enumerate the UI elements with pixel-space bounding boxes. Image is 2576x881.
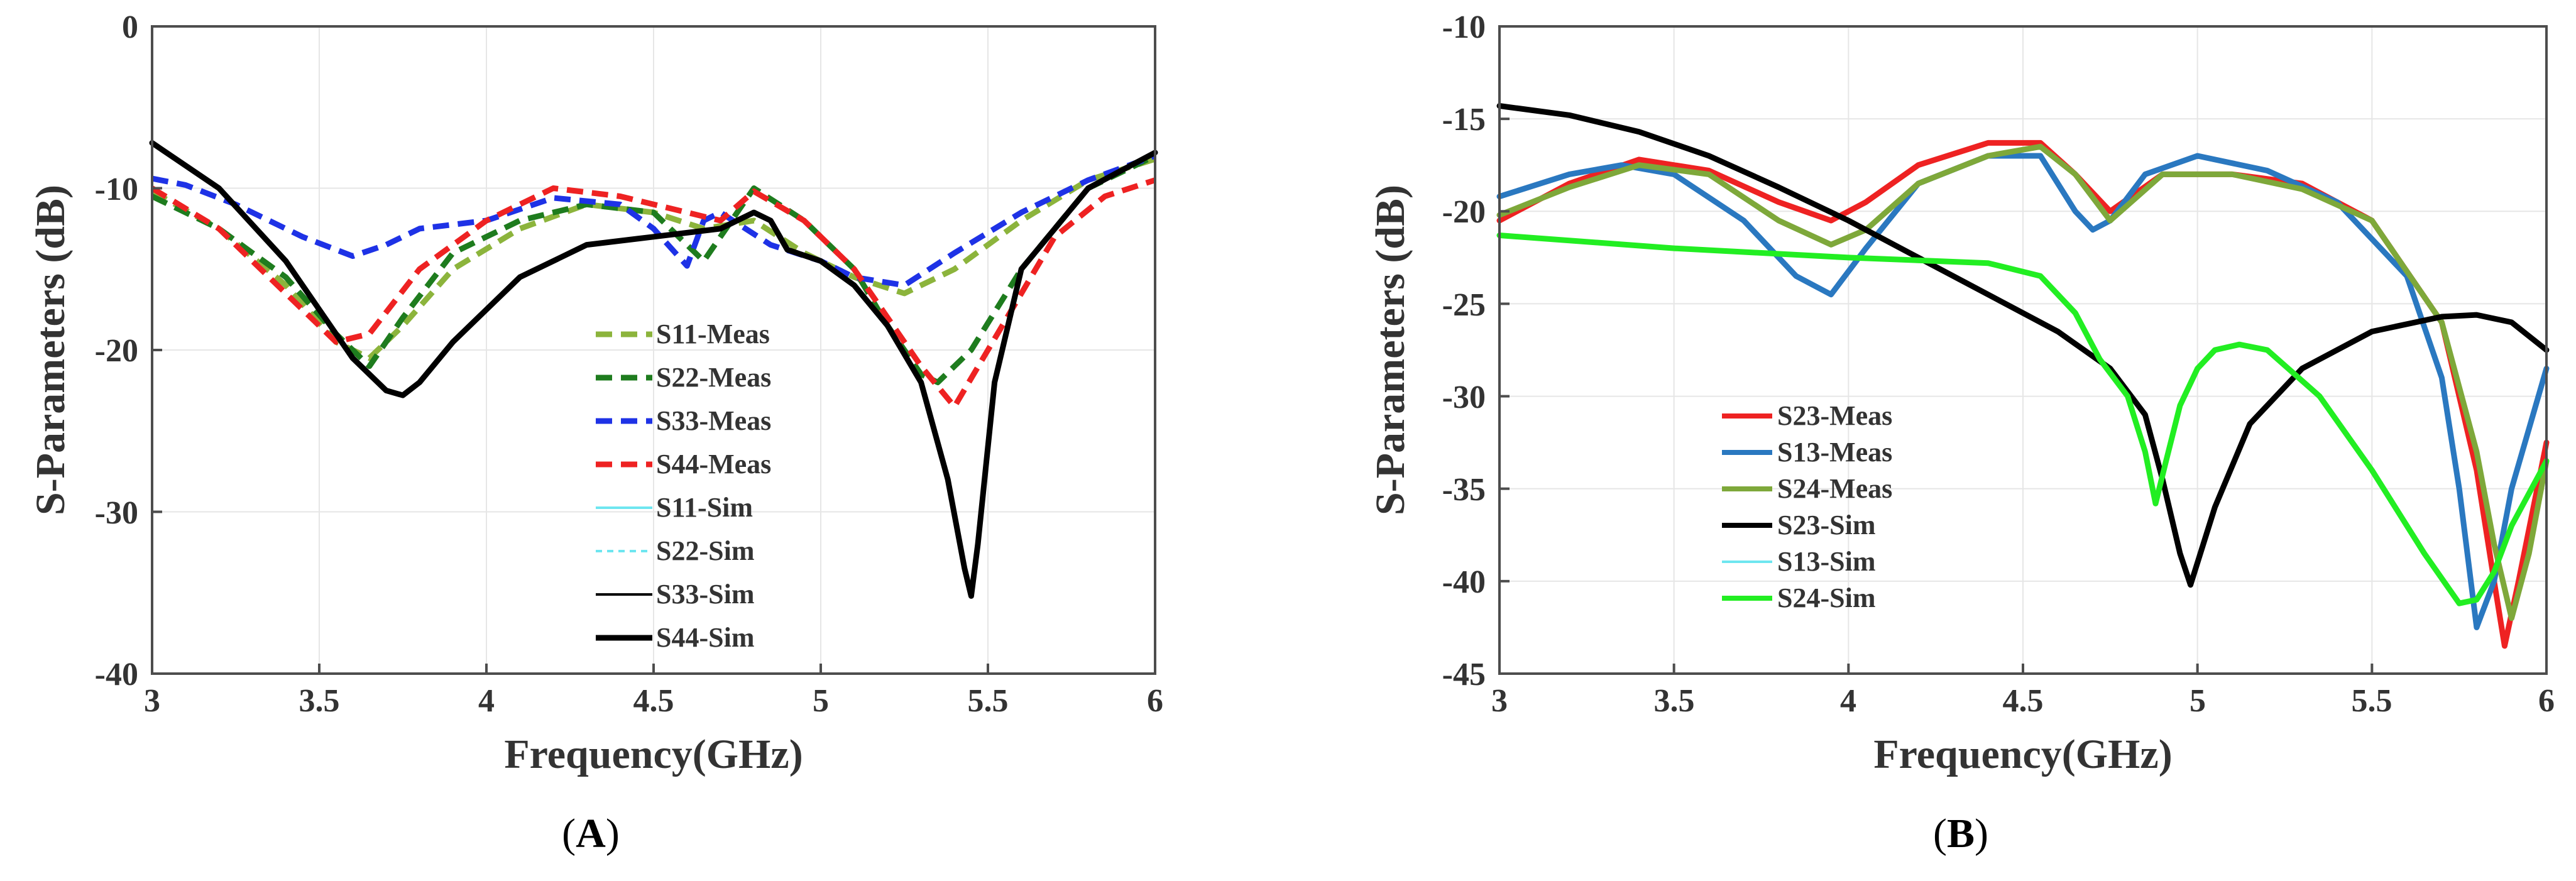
chart-a-xtick-0: 3 — [144, 683, 160, 719]
panel-a-letter: A — [576, 811, 606, 856]
series-b-s24-sim — [1496, 233, 2550, 606]
chart-b-ytick-2: -20 — [1442, 194, 1486, 230]
chart-a-ytick-3: -30 — [95, 495, 138, 531]
legend-a-label-s22-meas: S22-Meas — [656, 362, 771, 393]
legend-b-label-s23-sim: S23-Sim — [1777, 510, 1875, 540]
chart-a-ytick-2: -20 — [95, 333, 138, 369]
legend-a-label-s33-meas: S33-Meas — [656, 405, 771, 436]
legend-b-label-s24-sim: S24-Sim — [1777, 583, 1875, 613]
series-b-s13-meas — [1496, 153, 2550, 630]
chart-b-ylabel: S-Parameters (dB) — [1367, 185, 1413, 515]
legend-b-label-s13-meas: S13-Meas — [1777, 437, 1892, 468]
legend-a-label-s44-meas: S44-Meas — [656, 449, 771, 479]
series-a-s44-meas — [150, 177, 1156, 410]
chart-b-ytick-0: -10 — [1442, 9, 1486, 45]
chart-b-ytick-4: -30 — [1442, 380, 1486, 415]
chart-b-ytick-5: -35 — [1442, 472, 1486, 508]
panel-a-caption: (A) — [562, 811, 620, 856]
chart-b-ticks — [1498, 25, 2548, 675]
chart-a-series — [149, 140, 1158, 599]
legend-b-label-s13-sim: S13-Sim — [1777, 546, 1875, 577]
chart-a-xtick-6: 6 — [1147, 683, 1163, 719]
chart-a-xtick-3: 4.5 — [633, 683, 674, 719]
series-b-s24-meas — [1496, 143, 2550, 621]
chart-a-xtick-2: 4 — [478, 683, 495, 719]
chart-b: -10 -15 -20 -25 -30 -35 -40 -45 3 3.5 4 … — [1367, 9, 2555, 856]
chart-b-series — [1496, 103, 2550, 649]
chart-a-ticks — [151, 25, 1156, 675]
series-a-s44-sim — [149, 140, 1158, 599]
chart-a-xtick-5: 5.5 — [968, 683, 1009, 719]
chart-b-xtick-0: 3 — [1491, 683, 1508, 719]
chart-b-ytick-6: -40 — [1442, 564, 1486, 600]
chart-a-xtick-1: 3.5 — [299, 683, 340, 719]
series-a-s33-meas — [151, 153, 1156, 288]
chart-a-ytick-4: -40 — [95, 657, 138, 692]
chart-b-ytick-7: -45 — [1442, 657, 1486, 692]
legend-a-label-s44-sim: S44-Sim — [656, 622, 754, 653]
chart-b-ytick-1: -15 — [1442, 102, 1486, 138]
legend-a-label-s22-sim: S22-Sim — [656, 535, 754, 566]
chart-a-ytick-1: -10 — [95, 172, 138, 207]
chart-b-ytick-3: -25 — [1442, 287, 1486, 323]
series-a-s22-meas — [151, 153, 1156, 385]
chart-b-xtick-6: 6 — [2538, 683, 2555, 719]
legend-b-label-s24-meas: S24-Meas — [1777, 473, 1892, 504]
chart-b-xtick-2: 4 — [1840, 683, 1856, 719]
chart-b-legend: S23-Meas S13-Meas S24-Meas S23-Sim S13-S… — [1722, 400, 1892, 613]
chart-b-xtick-4: 5 — [2190, 683, 2206, 719]
legend-a-label-s11-sim: S11-Sim — [656, 492, 753, 523]
chart-b-xlabel: Frequency(GHz) — [1873, 731, 2172, 777]
chart-a-ylabel: S-Parameters (dB) — [28, 185, 74, 515]
chart-a-xlabel: Frequency(GHz) — [504, 731, 803, 777]
legend-b-label-s23-meas: S23-Meas — [1777, 400, 1892, 431]
panel-b-letter: B — [1947, 811, 1975, 856]
chart-b-xtick-1: 3.5 — [1654, 683, 1695, 719]
chart-a-legend: S11-Meas S22-Meas S33-Meas S44-Meas S11-… — [596, 319, 771, 653]
panel-b-caption: (B) — [1933, 811, 1988, 856]
chart-b-xtick-3: 4.5 — [2003, 683, 2044, 719]
chart-a-ytick-0: 0 — [122, 9, 138, 45]
chart-a-xtick-4: 5 — [813, 683, 829, 719]
legend-a-label-s33-sim: S33-Sim — [656, 579, 754, 610]
chart-b-xtick-5: 5.5 — [2352, 683, 2392, 719]
chart-a: 0 -10 -20 -30 -40 3 3.5 4 4.5 5 5.5 6 Fr… — [28, 9, 1163, 856]
legend-a-label-s11-meas: S11-Meas — [656, 319, 770, 349]
